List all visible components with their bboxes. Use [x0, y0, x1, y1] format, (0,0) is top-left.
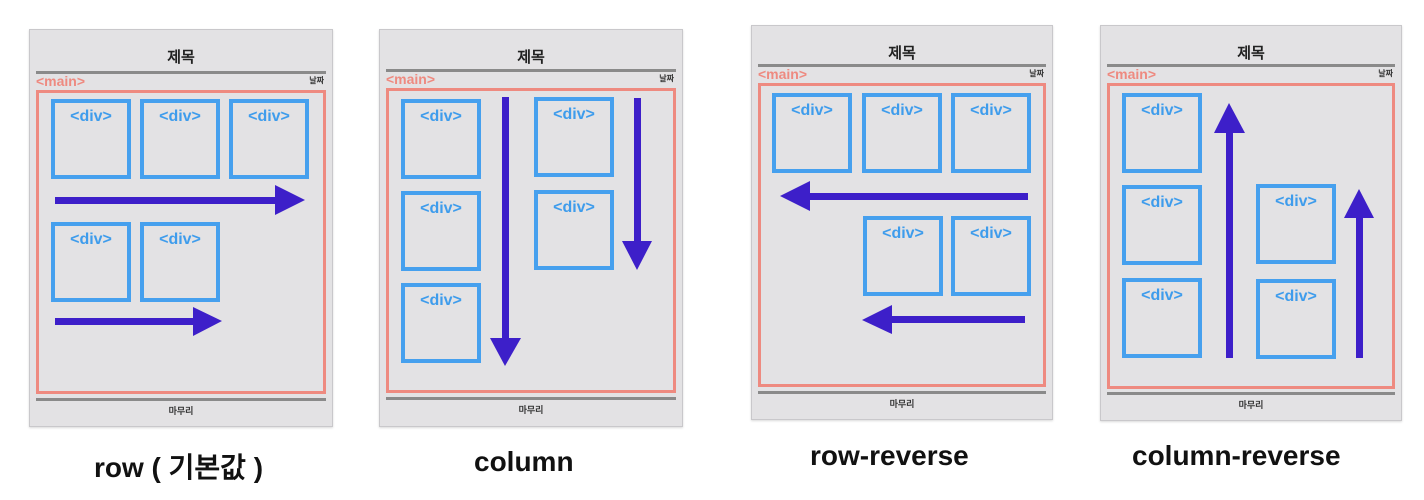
arrow-up-icon [1344, 189, 1374, 358]
arrow-right-icon [55, 307, 222, 336]
main-container [36, 90, 326, 394]
footer-label: 마무리 [168, 406, 194, 416]
footer-divider [758, 391, 1046, 394]
flex-direction-caption: column [474, 446, 574, 477]
arrow-left-icon [862, 305, 1025, 334]
arrow-up-icon [1214, 103, 1245, 358]
div-box: <div> [1122, 278, 1202, 358]
div-box: <div> [401, 191, 481, 271]
panel-title: 제목 [1237, 45, 1265, 62]
div-box: <div> [951, 216, 1031, 296]
flex-direction-caption: row-reverse [810, 440, 969, 471]
div-box: <div> [1122, 93, 1202, 173]
date-label: 날짜 [659, 74, 674, 83]
div-box: <div> [51, 99, 131, 179]
panel-title: 제목 [167, 49, 195, 66]
flex-direction-caption: column-reverse [1132, 440, 1341, 471]
main-container [1107, 83, 1395, 389]
header-divider [758, 64, 1046, 67]
main-tag-label: <main> [386, 71, 436, 87]
div-box: <div> [1256, 184, 1336, 264]
flex-direction-caption: row ( 기본값 ) [94, 452, 264, 483]
div-box: <div> [862, 93, 942, 173]
div-box: <div> [772, 93, 852, 173]
div-box: <div> [229, 99, 309, 179]
footer-divider [386, 397, 676, 400]
footer-label: 마무리 [889, 399, 915, 409]
header-divider [36, 71, 326, 74]
div-box: <div> [534, 190, 614, 270]
panel-title: 제목 [888, 45, 916, 62]
footer-divider [1107, 392, 1395, 395]
main-container [758, 83, 1046, 387]
div-box: <div> [1256, 279, 1336, 359]
div-box: <div> [951, 93, 1031, 173]
div-box: <div> [51, 222, 131, 302]
div-box: <div> [140, 222, 220, 302]
arrow-down-icon [490, 97, 521, 366]
main-container [386, 88, 676, 393]
div-box: <div> [863, 216, 943, 296]
div-box: <div> [401, 99, 481, 179]
panel-title: 제목 [517, 49, 545, 66]
diagram-panel-row-reverse: 제목 <main> 날짜 마무리 [751, 25, 1053, 420]
footer-divider [36, 398, 326, 401]
div-box: <div> [140, 99, 220, 179]
date-label: 날짜 [309, 76, 324, 85]
footer-label: 마무리 [1238, 400, 1264, 410]
diagram-panel-row: 제목 <main> 날짜 마무리 [29, 29, 333, 427]
div-box: <div> [1122, 185, 1202, 265]
main-tag-label: <main> [1107, 66, 1157, 82]
div-box: <div> [534, 97, 614, 177]
arrow-down-icon [622, 98, 652, 270]
main-tag-label: <main> [36, 73, 86, 89]
date-label: 날짜 [1029, 69, 1044, 78]
footer-label: 마무리 [518, 405, 544, 415]
arrow-left-icon [780, 181, 1028, 211]
header-divider [386, 69, 676, 72]
header-divider [1107, 64, 1395, 67]
date-label: 날짜 [1378, 69, 1393, 78]
main-tag-label: <main> [758, 66, 808, 82]
arrow-right-icon [55, 185, 305, 215]
div-box: <div> [401, 283, 481, 363]
